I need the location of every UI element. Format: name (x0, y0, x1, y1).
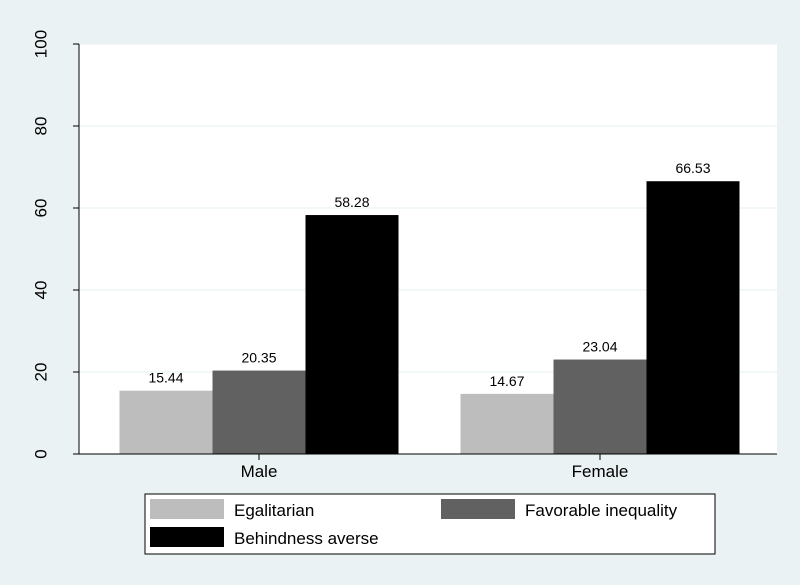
y-tick-label-20: 20 (31, 363, 50, 382)
y-tick-label-60: 60 (31, 199, 50, 218)
bar-egalitarian-male (119, 390, 213, 454)
legend: Egalitarian Favorable inequality Behindn… (144, 493, 716, 555)
legend-label-favorable-inequality: Favorable inequality (525, 501, 678, 520)
value-label-behindness-averse-female: 66.53 (675, 160, 710, 176)
value-label-favorable-inequality-male: 20.35 (241, 350, 276, 366)
value-labels: 15.44 14.67 20.35 23.04 58.28 66.53 (148, 160, 710, 389)
x-axis-ticks (258, 454, 601, 460)
y-axis-tick-labels: 0 20 40 60 80 100 (31, 30, 50, 459)
bar-favorable-inequality-female (553, 359, 647, 454)
value-label-favorable-inequality-female: 23.04 (582, 339, 617, 355)
y-tick-label-100: 100 (31, 30, 50, 58)
y-tick-label-0: 0 (31, 449, 50, 458)
legend-swatch-favorable-inequality (441, 499, 515, 519)
bar-egalitarian-female (460, 393, 554, 454)
legend-swatch-egalitarian (150, 499, 224, 519)
y-axis-ticks (73, 43, 79, 455)
value-label-behindness-averse-male: 58.28 (334, 194, 369, 210)
legend-label-behindness-averse: Behindness averse (234, 529, 379, 548)
bar-behindness-averse-female (646, 181, 740, 455)
bar-favorable-inequality-male (212, 370, 306, 454)
y-tick-label-80: 80 (31, 117, 50, 136)
x-tick-label-female: Female (572, 462, 629, 481)
bars (119, 181, 740, 455)
legend-label-egalitarian: Egalitarian (234, 501, 314, 520)
legend-box (144, 493, 716, 555)
y-tick-label-40: 40 (31, 281, 50, 300)
bar-behindness-averse-male (305, 215, 399, 454)
x-tick-label-male: Male (241, 462, 278, 481)
value-label-egalitarian-female: 14.67 (489, 373, 524, 389)
legend-swatch-behindness-averse (150, 527, 224, 547)
value-label-egalitarian-male: 15.44 (148, 370, 183, 386)
